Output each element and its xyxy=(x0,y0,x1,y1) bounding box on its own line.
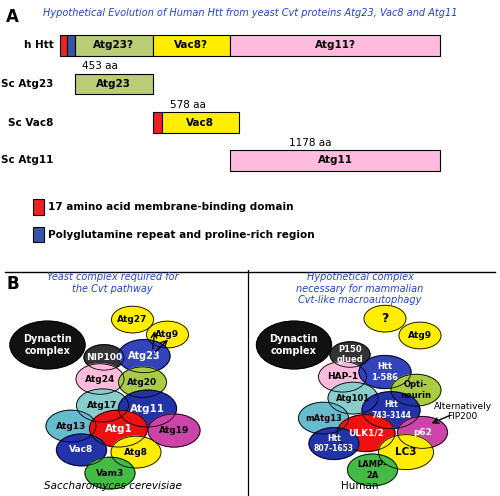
Text: Htt
1-586: Htt 1-586 xyxy=(372,363,398,382)
Circle shape xyxy=(146,321,188,348)
Text: 1178 aa: 1178 aa xyxy=(289,138,331,148)
Text: Atg23: Atg23 xyxy=(128,351,160,361)
Circle shape xyxy=(328,382,378,414)
Text: Sc Atg23: Sc Atg23 xyxy=(1,79,54,89)
Circle shape xyxy=(359,356,411,388)
Text: Atg27: Atg27 xyxy=(118,315,148,324)
Text: Atg20: Atg20 xyxy=(128,378,158,387)
Circle shape xyxy=(118,367,166,397)
Text: ULK1/2: ULK1/2 xyxy=(348,429,384,437)
Text: Vac8?: Vac8? xyxy=(174,40,208,50)
Text: Dynactin
complex: Dynactin complex xyxy=(23,334,72,356)
Circle shape xyxy=(46,410,96,442)
Text: HAP-1: HAP-1 xyxy=(327,372,358,381)
Text: Opti-
neurin: Opti- neurin xyxy=(400,380,432,400)
Text: Atg1: Atg1 xyxy=(104,424,132,434)
Text: P150
glued: P150 glued xyxy=(336,345,363,364)
Text: Atg13: Atg13 xyxy=(56,422,86,431)
Circle shape xyxy=(112,306,154,333)
Bar xyxy=(152,113,162,133)
Bar xyxy=(152,35,230,56)
Circle shape xyxy=(10,321,85,369)
Circle shape xyxy=(118,340,170,372)
Text: h Htt: h Htt xyxy=(24,40,54,50)
Text: LAMP-
2A: LAMP- 2A xyxy=(358,460,388,480)
Circle shape xyxy=(348,454,398,486)
Circle shape xyxy=(148,414,200,447)
Circle shape xyxy=(85,457,135,489)
Text: Atg24: Atg24 xyxy=(85,374,115,383)
Circle shape xyxy=(330,342,370,367)
Text: Vam3: Vam3 xyxy=(96,469,124,478)
Text: Atg23: Atg23 xyxy=(96,79,131,89)
Text: Atg11: Atg11 xyxy=(318,155,352,165)
Text: Atg101: Atg101 xyxy=(336,394,370,403)
Circle shape xyxy=(76,364,124,394)
Circle shape xyxy=(318,362,366,392)
Text: Polyglutamine repeat and proline-rich region: Polyglutamine repeat and proline-rich re… xyxy=(48,230,315,240)
Text: Sc Vac8: Sc Vac8 xyxy=(8,118,54,128)
Circle shape xyxy=(76,389,128,422)
Text: 578 aa: 578 aa xyxy=(170,100,205,110)
Bar xyxy=(162,113,239,133)
Bar xyxy=(32,199,44,215)
Text: Human: Human xyxy=(341,481,379,491)
Text: Atg23?: Atg23? xyxy=(93,40,134,50)
Text: Alternatively
FIP200: Alternatively FIP200 xyxy=(434,402,492,422)
Bar xyxy=(75,35,152,56)
Text: Vac8: Vac8 xyxy=(186,118,214,128)
Bar xyxy=(230,35,440,56)
Circle shape xyxy=(84,345,124,370)
Circle shape xyxy=(337,415,395,451)
Circle shape xyxy=(309,428,359,459)
Text: ?: ? xyxy=(382,312,388,325)
Bar xyxy=(230,150,440,171)
Text: Dynactin
complex: Dynactin complex xyxy=(270,334,318,356)
Bar xyxy=(67,35,75,56)
Text: Saccharomyces cerevisiae: Saccharomyces cerevisiae xyxy=(44,481,182,491)
Text: LC3: LC3 xyxy=(395,447,417,457)
Text: A: A xyxy=(6,8,19,26)
Text: Atg8: Atg8 xyxy=(124,447,148,457)
Circle shape xyxy=(90,410,148,447)
Bar xyxy=(75,73,152,94)
Circle shape xyxy=(391,374,441,406)
Circle shape xyxy=(256,321,332,369)
Circle shape xyxy=(399,322,441,349)
Text: Htt
807-1653: Htt 807-1653 xyxy=(314,434,354,453)
Text: B: B xyxy=(6,275,18,293)
Text: Atg19: Atg19 xyxy=(159,426,189,435)
Circle shape xyxy=(364,305,406,332)
Circle shape xyxy=(378,434,434,470)
Text: Yeast complex required for
the Cvt pathway: Yeast complex required for the Cvt pathw… xyxy=(46,272,178,294)
Circle shape xyxy=(118,390,176,427)
Text: Atg9: Atg9 xyxy=(408,331,432,340)
Circle shape xyxy=(56,434,106,466)
Text: Atg11: Atg11 xyxy=(130,404,165,414)
Bar xyxy=(60,35,66,56)
Text: Atg11?: Atg11? xyxy=(314,40,356,50)
Bar xyxy=(32,227,44,243)
Text: NIP100: NIP100 xyxy=(86,353,122,362)
Circle shape xyxy=(298,402,348,434)
Text: Sc Atg11: Sc Atg11 xyxy=(1,155,54,165)
Text: p62: p62 xyxy=(413,428,432,437)
Text: 17 amino acid membrane-binding domain: 17 amino acid membrane-binding domain xyxy=(48,202,294,212)
Circle shape xyxy=(398,417,448,448)
Text: Hypothetical Evolution of Human Htt from yeast Cvt proteins Atg23, Vac8 and Atg1: Hypothetical Evolution of Human Htt from… xyxy=(43,8,457,18)
Circle shape xyxy=(111,436,161,468)
Text: Atg9: Atg9 xyxy=(156,330,180,339)
Text: Hypothetical complex
necessary for mammalian
Cvt-like macroautophagy: Hypothetical complex necessary for mamma… xyxy=(296,272,424,305)
Circle shape xyxy=(362,392,420,429)
Text: 453 aa: 453 aa xyxy=(82,61,118,71)
Text: Vac8: Vac8 xyxy=(70,445,94,454)
Text: Htt
743-3144: Htt 743-3144 xyxy=(371,400,411,420)
Text: mAtg13: mAtg13 xyxy=(305,414,342,423)
Text: Atg17: Atg17 xyxy=(88,401,118,410)
